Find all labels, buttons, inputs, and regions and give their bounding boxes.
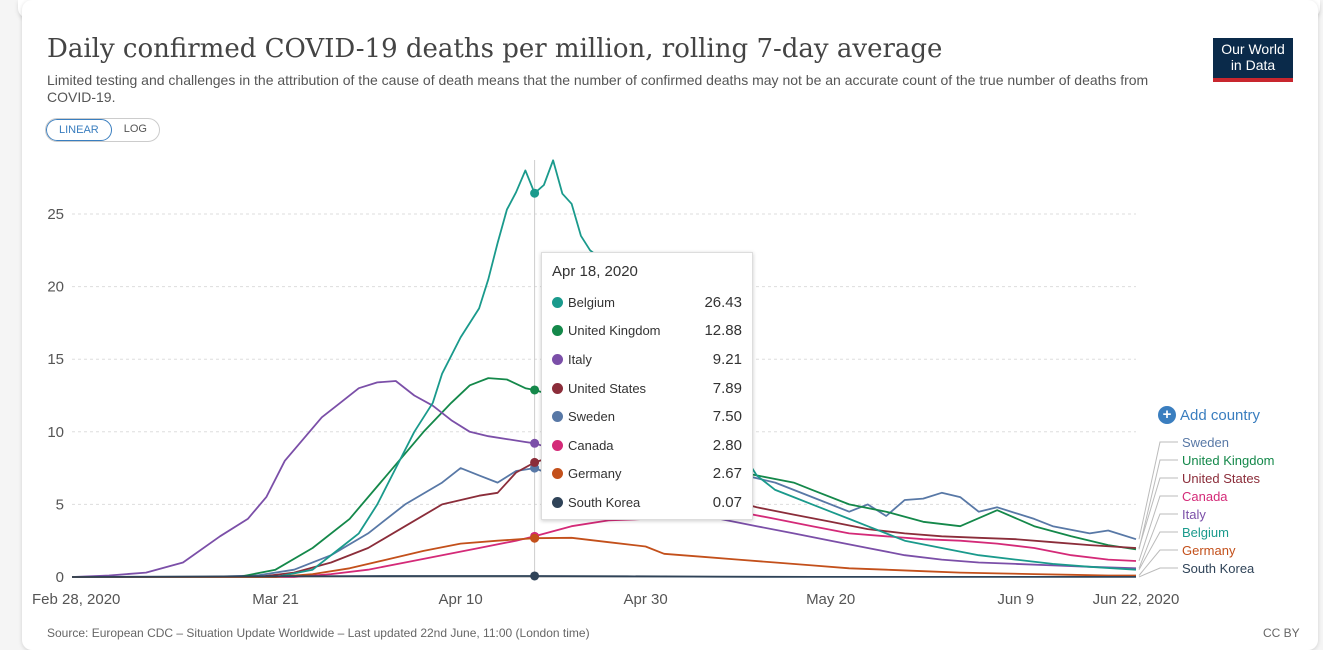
hover-marker-italy: [530, 438, 540, 448]
tooltip-series-name: South Korea: [568, 494, 641, 510]
legend-leader-line: [1138, 531, 1178, 570]
logo-line-2: in Data: [1230, 57, 1276, 73]
series-line-south-korea: [71, 575, 1136, 578]
legend-label-united-kingdom: United Kingdom: [1182, 453, 1275, 468]
log-scale-button[interactable]: LOG: [123, 123, 147, 135]
tooltip-series-name: Italy: [568, 351, 592, 367]
legend-leader-line: [1138, 549, 1178, 576]
hover-marker-united-states: [530, 457, 540, 467]
series-dot-icon: [552, 411, 563, 423]
y-tick-label: 5: [56, 496, 64, 513]
x-tick-label: Mar 21: [252, 591, 299, 608]
series-line-germany: [72, 536, 1136, 578]
hover-marker-united-kingdom: [530, 385, 540, 395]
series-dot-icon: [552, 353, 563, 365]
tooltip-series-value: 2.67: [712, 465, 742, 483]
legend-leader-line: [1138, 567, 1178, 578]
legend-label-italy: Italy: [1182, 507, 1206, 522]
owid-logo[interactable]: Our World in Data: [1213, 38, 1293, 82]
series-dot-icon: [552, 468, 563, 480]
legend-leader-line: [1138, 441, 1178, 540]
tooltip-series-name: United States: [568, 380, 647, 396]
legend-label-south-korea: South Korea: [1182, 561, 1255, 576]
series-dot-icon: [552, 325, 563, 337]
tooltip-row: United Kingdom 12.88: [552, 317, 742, 346]
tooltip-row: Italy 9.21: [552, 345, 742, 374]
tooltip-series-name: Belgium: [568, 294, 615, 310]
series-dot-icon: [552, 496, 563, 508]
tooltip-row: Canada 2.80: [552, 431, 742, 460]
tooltip-row: Germany 2.67: [552, 460, 742, 489]
tooltip-series-name: United Kingdom: [568, 323, 661, 339]
chart-subtitle: Limited testing and challenges in the at…: [47, 72, 1149, 105]
legend-label-canada: Canada: [1182, 489, 1228, 504]
tooltip-rows: Belgium 26.43 United Kingdom 12.88 Italy 9.21…: [552, 288, 742, 517]
hover-marker-belgium: [530, 188, 540, 198]
tooltip-series-value: 2.80: [712, 436, 742, 454]
add-country-label: Add country: [1180, 406, 1261, 424]
linear-scale-button[interactable]: LINEAR: [46, 119, 112, 141]
tooltip-series-name: Canada: [568, 437, 614, 453]
y-tick-label: 25: [47, 206, 64, 223]
legend-leader-line: [1138, 459, 1178, 550]
legend-leader-line: [1138, 513, 1178, 569]
x-tick-label: Apr 30: [624, 591, 668, 608]
legend-leader-line: [1138, 477, 1178, 549]
series-line-canada: [72, 510, 1137, 578]
add-country-button[interactable]: + Add country: [1158, 406, 1260, 424]
legend-label-germany: Germany: [1182, 543, 1236, 558]
source-note[interactable]: Source: European CDC – Situation Update …: [47, 626, 590, 640]
tooltip-series-value: 26.43: [704, 293, 742, 311]
x-tick-label: Apr 10: [438, 591, 482, 608]
legend-label-sweden: Sweden: [1182, 435, 1229, 450]
x-tick-label: May 20: [806, 591, 855, 608]
tooltip-series-value: 9.21: [712, 350, 742, 368]
y-tick-label: 20: [47, 279, 64, 296]
legend-leader-line: [1138, 495, 1178, 562]
tooltip-row: Belgium 26.43: [552, 288, 742, 317]
x-tick-label: Feb 28, 2020: [32, 591, 120, 608]
tooltip-row: South Korea 0.07: [552, 488, 742, 517]
hover-marker-south-korea: [530, 571, 540, 581]
tooltip-row: United States 7.89: [552, 374, 742, 403]
x-tick-label: Jun 22, 2020: [1093, 591, 1180, 608]
license-link[interactable]: CC BY: [1263, 626, 1300, 640]
y-tick-label: 15: [47, 351, 64, 368]
plus-icon: +: [1158, 406, 1176, 424]
tooltip-series-value: 7.50: [712, 408, 742, 426]
tooltip-series-value: 12.88: [704, 322, 742, 340]
scale-toggle[interactable]: LINEAR LOG: [45, 118, 160, 142]
legend-label-united-states: United States: [1182, 471, 1261, 486]
tooltip-series-name: Germany: [568, 466, 622, 482]
x-tick-label: Jun 9: [997, 591, 1034, 608]
series-dot-icon: [552, 382, 563, 394]
logo-line-1: Our World: [1221, 41, 1285, 57]
series-dot-icon: [552, 439, 563, 451]
tooltip: Apr 18, 2020 Belgium 26.43 United Kingdom 1…: [541, 252, 753, 520]
tooltip-series-value: 7.89: [712, 379, 742, 397]
legend-label-belgium: Belgium: [1182, 525, 1229, 540]
tooltip-date: Apr 18, 2020: [552, 263, 638, 280]
series-line-italy: [71, 380, 1137, 578]
y-tick-label: 10: [47, 424, 64, 441]
hover-marker-germany: [530, 533, 540, 543]
tooltip-row: Sweden 7.50: [552, 402, 742, 431]
tooltip-series-value: 0.07: [712, 493, 742, 511]
series-dot-icon: [552, 296, 563, 308]
tooltip-series-name: Sweden: [568, 409, 615, 425]
y-tick-label: 0: [56, 569, 64, 586]
chart-title: Daily confirmed COVID-19 deaths per mill…: [47, 34, 943, 64]
